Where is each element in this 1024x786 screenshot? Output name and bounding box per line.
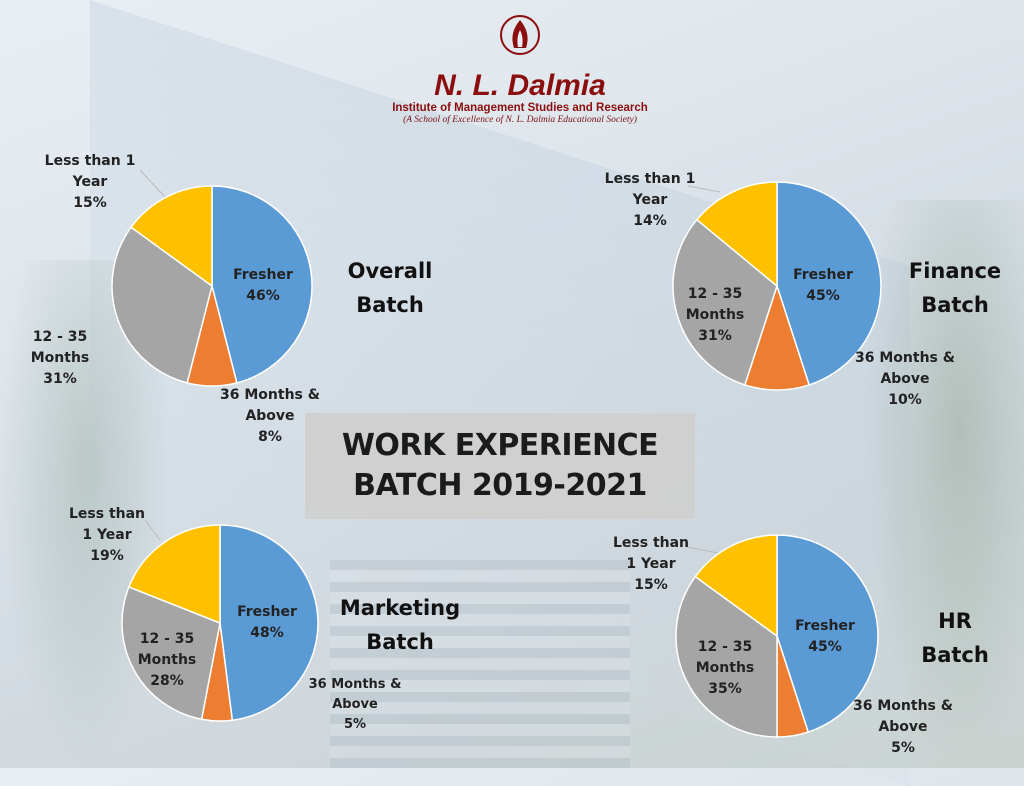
- pie-charts: [111, 169, 882, 738]
- logo-tagline: (A School of Excellence of N. L. Dalmia …: [403, 115, 637, 125]
- title-finance-line1: Finance: [908, 259, 1002, 283]
- title-hr: HR Batch: [895, 604, 1015, 672]
- main-title-line1: WORK EXPERIENCE: [341, 428, 659, 463]
- logo-institute: Institute of Management Studies and Rese…: [392, 102, 648, 114]
- label-finance-fresher: Fresher 45%: [793, 267, 853, 304]
- background-trees-right: [864, 200, 1024, 768]
- logo-name: N. L. Dalmia: [434, 69, 606, 102]
- title-marketing-line2: Batch: [366, 630, 434, 654]
- label-overall-less-1: Less than 1 Year 15%: [44, 153, 136, 211]
- label-overall-fresher: Fresher 46%: [233, 267, 293, 304]
- pie-slice-hr-0: [776, 534, 879, 734]
- label-marketing-36-months: 36 Months & Above 5%: [308, 677, 402, 732]
- title-overall-line2: Batch: [356, 293, 424, 317]
- pie-slice-finance-0: [776, 181, 882, 386]
- pie-slice-finance-3: [695, 181, 778, 288]
- title-finance-line2: Batch: [921, 293, 989, 317]
- title-overall: Overall Batch: [330, 254, 450, 322]
- pie-slice-overall-0: [211, 185, 313, 384]
- flame-emblem-icon: [500, 15, 540, 55]
- title-marketing-line1: Marketing: [339, 596, 461, 620]
- background-building-lower: [330, 560, 630, 768]
- label-finance-36-months: 36 Months & Above 10%: [855, 350, 955, 408]
- pie-slice-finance-2: [672, 218, 778, 386]
- label-hr-fresher: Fresher 45%: [795, 618, 855, 655]
- label-overall-12-35: 12 - 35 Months 31%: [30, 329, 90, 387]
- pie-slice-hr-3: [694, 534, 778, 638]
- title-hr-line1: HR: [938, 609, 972, 633]
- institute-logo: N. L. Dalmia Institute of Management Stu…: [360, 12, 680, 125]
- pie-slice-marketing-2: [121, 585, 221, 721]
- label-overall-36-months: 36 Months & Above 8%: [220, 387, 320, 445]
- label-hr-36-months: 36 Months & Above 5%: [853, 698, 953, 756]
- label-finance-less-1: Less than 1 Year 14%: [604, 171, 696, 229]
- label-marketing-less-1: Less than 1 Year 19%: [68, 506, 146, 564]
- main-title: WORK EXPERIENCE BATCH 2019-2021: [305, 413, 695, 519]
- title-hr-line2: Batch: [921, 643, 989, 667]
- title-overall-line1: Overall: [347, 259, 433, 283]
- title-marketing: Marketing Batch: [330, 591, 470, 659]
- title-finance: Finance Batch: [895, 254, 1015, 322]
- label-hr-less-1: Less than 1 Year 15%: [612, 535, 690, 593]
- pie-slice-marketing-3: [127, 524, 221, 625]
- label-marketing-fresher: Fresher 48%: [237, 604, 297, 641]
- label-finance-12-35: 12 - 35 Months 31%: [685, 286, 745, 344]
- pie-slice-overall-2: [111, 226, 213, 384]
- pie-slice-hr-2: [675, 575, 778, 738]
- pie-slice-marketing-0: [219, 524, 319, 722]
- pie-slice-overall-3: [130, 185, 213, 288]
- main-title-line2: BATCH 2019-2021: [353, 468, 647, 503]
- label-marketing-12-35: 12 - 35 Months 28%: [137, 631, 197, 689]
- label-hr-12-35: 12 - 35 Months 35%: [695, 639, 755, 697]
